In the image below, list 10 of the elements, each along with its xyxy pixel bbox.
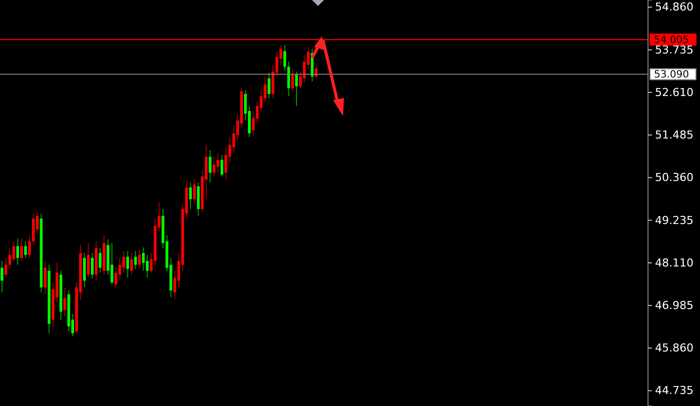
y-tick-label: 46.985 xyxy=(655,298,694,312)
y-tick-label: 44.735 xyxy=(655,384,694,398)
y-tick-label: 54.860 xyxy=(655,0,694,14)
ref-line-label: 53.090 xyxy=(654,70,689,81)
y-tick-label: 50.360 xyxy=(655,171,694,184)
y-tick-label: 52.610 xyxy=(655,86,694,99)
y-tick-label: 51.485 xyxy=(655,128,694,142)
y-tick-label: 48.110 xyxy=(655,256,694,270)
y-tick-label: 45.860 xyxy=(655,342,694,355)
y-tick-label: 49.235 xyxy=(655,214,694,227)
